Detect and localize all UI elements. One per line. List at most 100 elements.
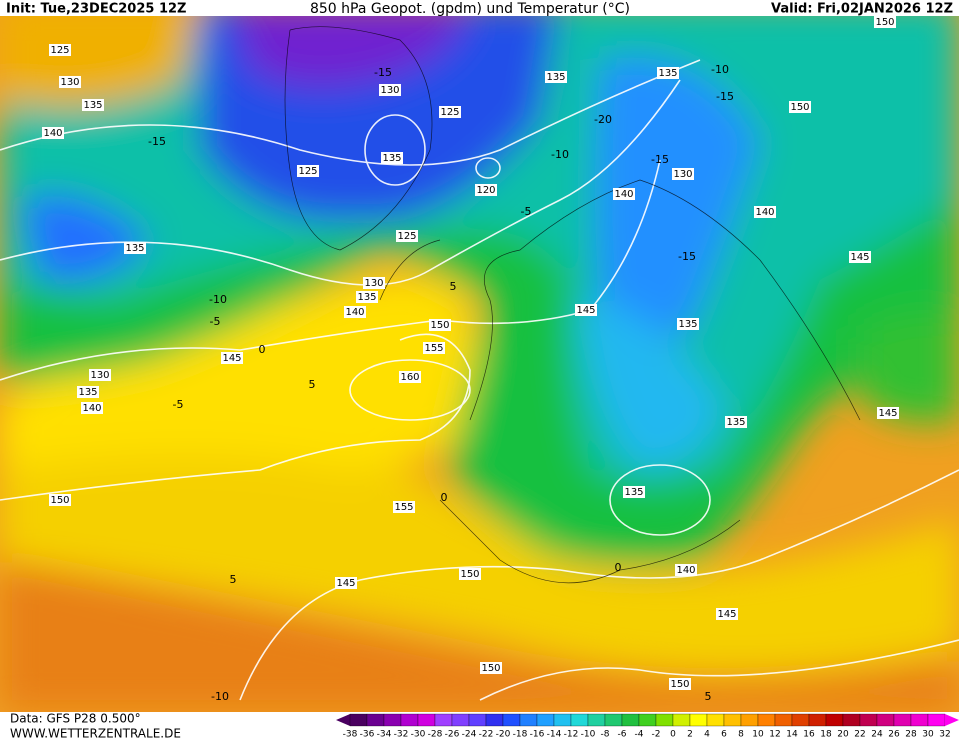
colorbar-cell [876,713,895,727]
geopotential-label: 150 [481,663,500,674]
colorbar-tick-label: -12 [564,730,579,740]
temperature-label: -5 [173,398,184,411]
colorbar-tick-label: -30 [411,730,426,740]
label-box [439,106,461,118]
geopotential-label: 140 [614,189,633,200]
geopotential-label: 160 [400,372,419,383]
colorbar-tick-label: -2 [652,730,661,740]
label-box [675,564,697,576]
label-box [363,277,385,289]
label-box [344,306,366,318]
temperature-label: -15 [374,66,392,79]
geopotential-label: 155 [424,343,443,354]
geopotential-label: 150 [460,569,479,580]
colorbar-arrow [336,714,350,726]
colorbar-cell [655,713,674,727]
geopotential-label: 135 [125,243,144,254]
geopotential-label: 130 [673,169,692,180]
colorbar-cell [468,713,487,727]
colorbar-tick-label: 2 [687,730,693,740]
geopotential-label: 135 [357,292,376,303]
geopotential-label: 125 [397,231,416,242]
label-box [297,165,319,177]
colorbar-tick-label: -8 [601,730,610,740]
label-box [42,127,64,139]
colorbar-tick-label: -16 [530,730,545,740]
label-box [124,242,146,254]
geopotential-label: 140 [676,565,695,576]
temperature-label: -5 [521,205,532,218]
label-box [575,304,597,316]
label-box [77,386,99,398]
geopotential-label: 145 [336,578,355,589]
colorbar-tick-label: 22 [854,730,865,740]
colorbar-tick-label: 4 [704,730,710,740]
colorbar-tick-label: -14 [547,730,562,740]
temperature-label: 5 [705,690,712,703]
temperature-label: 0 [615,561,622,574]
label-box [221,352,243,364]
colorbar-tick-label: 0 [670,730,676,740]
temperature-label: -5 [210,315,221,328]
colorbar-cell [927,713,946,727]
colorbar-tick-label: 32 [939,730,950,740]
geopotential-label: 140 [345,307,364,318]
colorbar-tick-label: -4 [635,730,644,740]
label-box [669,678,691,690]
colorbar-cell [774,713,793,727]
geopotential-label: 145 [576,305,595,316]
geopotential-label: 135 [382,153,401,164]
geopotential-label: 150 [430,320,449,331]
temperature-label: -15 [716,90,734,103]
temperature-label: -10 [211,690,229,703]
colorbar-cell [910,713,929,727]
colorbar-cell [706,713,725,727]
geopotential-label: 130 [90,370,109,381]
geopotential-label: 130 [380,85,399,96]
label-box [874,16,896,28]
colorbar-tick-label: -24 [462,730,477,740]
label-box [89,369,111,381]
geopotential-label: 135 [726,417,745,428]
label-box [475,184,497,196]
colorbar-tick-label: 24 [871,730,883,740]
temperature-label: 0 [259,343,266,356]
geopotential-label: 125 [440,107,459,118]
colorbar-cell [502,713,521,727]
colorbar-cell [859,713,878,727]
label-box [379,84,401,96]
map-title: 850 hPa Geopot. (gpdm) und Temperatur (°… [310,1,630,17]
colorbar-tick-label: -26 [445,730,460,740]
colorbar-cell [825,713,844,727]
geopotential-label: 130 [364,278,383,289]
geopotential-label: 135 [83,100,102,111]
label-box [716,608,738,620]
label-box [789,101,811,113]
label-box [677,318,699,330]
label-box [335,577,357,589]
geopotential-label: 135 [546,72,565,83]
colorbar-cell [519,713,538,727]
colorbar-tick-label: -36 [360,730,375,740]
temperature-label: -20 [594,113,612,126]
temperature-label: -15 [678,250,696,263]
colorbar-arrow [945,714,959,726]
label-box [381,152,403,164]
colorbar-cell [349,713,368,727]
colorbar-tick-label: -32 [394,730,409,740]
geopotential-label: 140 [43,128,62,139]
temperature-label: 5 [450,280,457,293]
colorbar-tick-label: 20 [837,730,849,740]
colorbar-cell [893,713,912,727]
geopotential-label: 150 [875,17,894,28]
colorbar-cell [553,713,572,727]
temperature-label: -10 [551,148,569,161]
colorbar-cell [672,713,691,727]
label-box [49,44,71,56]
colorbar-tick-label: 30 [922,730,934,740]
label-box [623,486,645,498]
colorbar-cell [400,713,419,727]
geopotential-label: 125 [50,45,69,56]
colorbar-tick-label: -28 [428,730,443,740]
